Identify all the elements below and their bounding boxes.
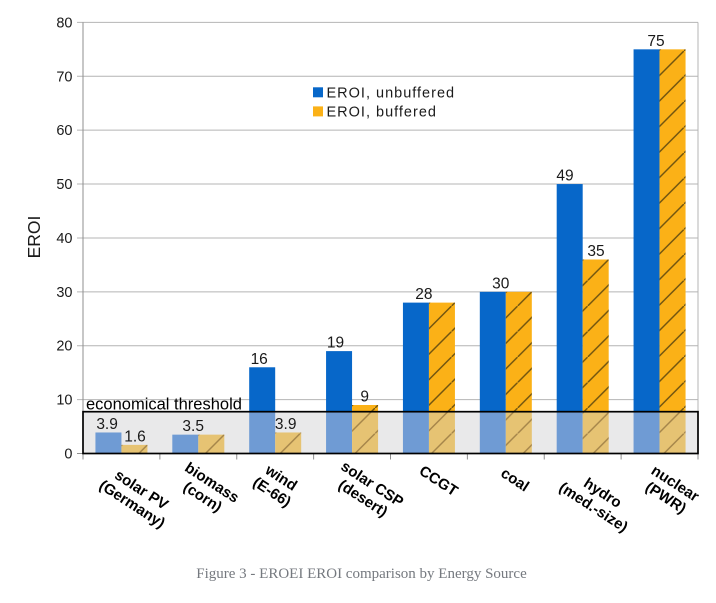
svg-text:16: 16 <box>251 351 268 368</box>
svg-text:9: 9 <box>360 389 369 406</box>
svg-text:0: 0 <box>64 447 72 463</box>
svg-text:49: 49 <box>556 168 573 185</box>
svg-text:3.5: 3.5 <box>182 418 204 435</box>
svg-text:50: 50 <box>56 177 72 193</box>
svg-text:3.9: 3.9 <box>275 416 297 433</box>
svg-text:80: 80 <box>56 15 72 31</box>
svg-text:20: 20 <box>56 339 72 355</box>
svg-text:60: 60 <box>56 123 72 139</box>
svg-text:3.9: 3.9 <box>96 416 118 433</box>
svg-text:30: 30 <box>56 285 72 301</box>
svg-text:economical threshold: economical threshold <box>86 396 242 414</box>
svg-text:1.6: 1.6 <box>124 428 146 445</box>
svg-text:Figure 3 - EROEI EROI comparis: Figure 3 - EROEI EROI comparison by Ener… <box>196 566 527 582</box>
svg-text:10: 10 <box>56 393 72 409</box>
svg-text:75: 75 <box>647 33 664 50</box>
svg-text:EROI: EROI <box>24 216 44 259</box>
svg-text:40: 40 <box>56 231 72 247</box>
svg-text:EROI, buffered: EROI, buffered <box>327 104 437 120</box>
svg-text:28: 28 <box>415 286 432 303</box>
svg-text:EROI, unbuffered: EROI, unbuffered <box>327 85 456 101</box>
svg-text:30: 30 <box>492 275 510 292</box>
svg-text:19: 19 <box>327 335 344 352</box>
svg-text:35: 35 <box>587 243 604 260</box>
svg-text:70: 70 <box>56 69 72 85</box>
